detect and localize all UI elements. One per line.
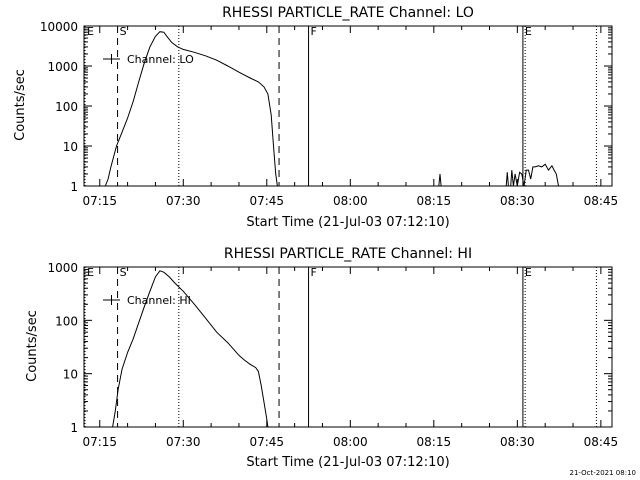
y-tick-label: 100 xyxy=(55,314,78,328)
lo-x-axis-label: Start Time (21-Jul-03 07:12:10) xyxy=(246,215,449,230)
x-tick-label: 08:30 xyxy=(500,194,535,208)
y-tick-label: 1 xyxy=(70,180,78,194)
x-tick-label: 08:45 xyxy=(584,194,619,208)
hi-chart-title: RHESSI PARTICLE_RATE Channel: HI xyxy=(224,246,472,262)
hi-channel-panel: RHESSI PARTICLE_RATE Channel: HI Counts/… xyxy=(25,246,618,470)
y-tick-label: 1 xyxy=(70,421,78,435)
y-tick-label: 10 xyxy=(63,368,78,382)
event-marker-label: F xyxy=(311,25,317,38)
event-marker-label: E xyxy=(525,25,532,38)
x-tick-label: 07:30 xyxy=(166,435,201,449)
series-line xyxy=(104,31,278,187)
x-tick-label: 08:30 xyxy=(500,435,535,449)
event-marker-label: E xyxy=(525,266,532,279)
legend-label: Channel: LO xyxy=(127,53,194,66)
x-tick-label: 08:45 xyxy=(584,435,619,449)
x-tick-label: 07:45 xyxy=(249,194,284,208)
legend-label: Channel: HI xyxy=(127,294,191,307)
x-tick-label: 08:15 xyxy=(417,194,452,208)
plot-frame xyxy=(83,25,613,187)
series-line xyxy=(505,172,509,187)
x-tick-label: 08:15 xyxy=(417,435,452,449)
footer-timestamp: 21-Oct-2021 08:10 xyxy=(570,469,636,477)
x-tick-label: 08:00 xyxy=(333,194,368,208)
x-tick-label: 07:45 xyxy=(249,435,284,449)
lo-channel-panel: RHESSI PARTICLE_RATE Channel: LO Counts/… xyxy=(13,5,618,230)
y-tick-label: 1000 xyxy=(47,261,78,275)
y-tick-label: 10 xyxy=(63,140,78,154)
event-marker-label: E xyxy=(87,25,94,38)
x-tick-label: 08:00 xyxy=(333,435,368,449)
series-line xyxy=(112,270,269,428)
y-tick-label: 100 xyxy=(55,100,78,114)
event-marker-label: S xyxy=(120,266,127,279)
lo-y-axis-label: Counts/sec xyxy=(13,69,28,141)
hi-y-axis-label: Counts/sec xyxy=(25,310,40,382)
x-tick-label: 07:30 xyxy=(166,194,201,208)
x-tick-label: 07:15 xyxy=(82,194,117,208)
hi-x-axis-label: Start Time (21-Jul-03 07:12:10) xyxy=(246,455,449,470)
event-marker-label: S xyxy=(120,25,127,38)
y-tick-label: 1000 xyxy=(47,60,78,74)
series-line xyxy=(438,173,442,187)
series-line xyxy=(510,163,559,187)
x-tick-label: 07:15 xyxy=(82,435,117,449)
event-marker-label: E xyxy=(87,266,94,279)
plot-frame xyxy=(83,266,613,428)
lo-chart-title: RHESSI PARTICLE_RATE Channel: LO xyxy=(222,5,474,21)
y-tick-label: 10000 xyxy=(40,20,78,34)
event-marker-label: F xyxy=(311,266,317,279)
